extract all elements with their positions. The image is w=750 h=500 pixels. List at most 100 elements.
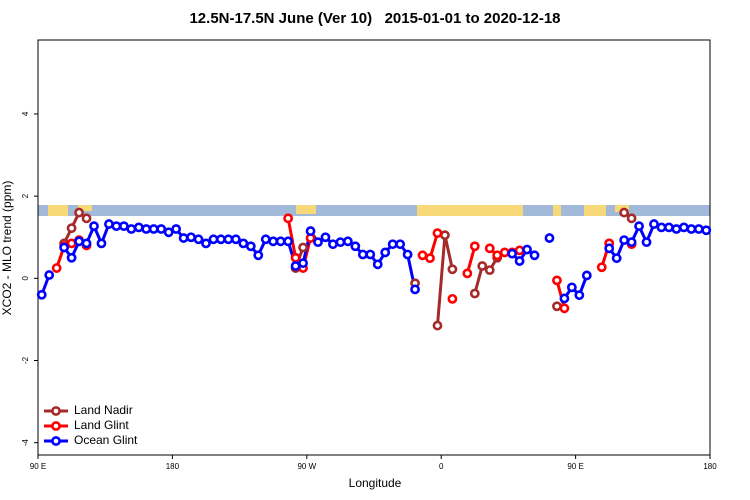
- y-tick-label: -4: [21, 439, 30, 447]
- data-point: [111, 221, 122, 232]
- data-point: [104, 219, 114, 229]
- data-point: [59, 242, 70, 253]
- data-point: [66, 252, 77, 263]
- data-point: [216, 234, 226, 245]
- x-tick-label: 180: [703, 462, 717, 471]
- data-point: [81, 238, 92, 249]
- data-point: [193, 234, 204, 245]
- data-point: [634, 221, 644, 232]
- data-point: [410, 284, 420, 295]
- data-point: [387, 239, 398, 250]
- data-point: [477, 261, 488, 271]
- x-tick-label: 90 E: [30, 462, 46, 471]
- data-point: [425, 253, 435, 264]
- data-point: [44, 270, 55, 280]
- x-tick-label: 180: [166, 462, 180, 471]
- data-point: [544, 233, 555, 243]
- data-point: [552, 275, 562, 286]
- data-point: [245, 241, 256, 252]
- data-point: [328, 239, 338, 250]
- land-patch: [553, 205, 561, 216]
- data-point: [529, 250, 540, 261]
- legend-swatch-point: [51, 436, 61, 446]
- data-point: [574, 290, 585, 301]
- data-point: [148, 224, 159, 234]
- land-patch: [48, 205, 68, 216]
- data-point: [156, 224, 167, 234]
- data-point: [141, 224, 152, 234]
- data-point: [126, 224, 137, 234]
- data-point: [469, 241, 480, 252]
- data-point: [350, 241, 361, 252]
- y-tick-label: 4: [21, 111, 30, 116]
- legend-label: Land Nadir: [74, 403, 133, 417]
- data-point: [656, 222, 667, 233]
- data-point: [133, 222, 144, 233]
- data-point: [447, 293, 458, 304]
- data-point: [514, 256, 525, 266]
- data-point: [290, 261, 301, 271]
- data-point: [66, 238, 77, 249]
- data-point: [522, 244, 532, 255]
- data-point: [484, 265, 495, 275]
- ocean-strip: [38, 205, 710, 216]
- data-point: [395, 239, 406, 250]
- x-tick-label: 90 W: [297, 462, 316, 471]
- data-point: [559, 293, 570, 304]
- data-point: [649, 219, 659, 229]
- data-point: [380, 247, 391, 258]
- data-point: [51, 263, 62, 273]
- data-point: [178, 233, 189, 243]
- data-point: [238, 238, 249, 249]
- data-point: [626, 213, 637, 224]
- data-point: [230, 234, 241, 245]
- data-point: [619, 207, 630, 218]
- data-point: [447, 264, 458, 275]
- land-patch: [417, 205, 523, 216]
- y-tick-label: 2: [21, 193, 30, 198]
- data-point: [283, 236, 294, 247]
- data-point: [402, 249, 413, 260]
- x-tick-label: 90 E: [567, 462, 583, 471]
- data-point: [678, 222, 689, 233]
- data-point: [313, 237, 323, 248]
- data-point: [298, 258, 308, 269]
- data-point: [208, 234, 219, 245]
- data-point: [335, 237, 346, 248]
- data-point: [440, 230, 450, 241]
- land-patch: [584, 205, 606, 216]
- data-point: [275, 236, 286, 247]
- data-point: [320, 232, 331, 243]
- data-point: [664, 222, 674, 233]
- data-point: [604, 243, 615, 254]
- data-point: [253, 250, 264, 261]
- land-patch: [78, 205, 92, 211]
- data-point: [118, 221, 129, 232]
- data-point: [223, 234, 234, 245]
- y-axis-label: XCO2 - MLO trend (ppm): [0, 181, 14, 316]
- data-point: [283, 213, 294, 224]
- data-point: [432, 320, 443, 331]
- data-point: [611, 253, 622, 264]
- x-axis-label: Longitude: [349, 476, 402, 490]
- data-point: [507, 248, 518, 259]
- data-point: [492, 250, 503, 261]
- data-point: [596, 262, 607, 273]
- y-tick-label: -2: [21, 356, 30, 364]
- legend-swatch-point: [51, 421, 61, 431]
- data-point: [163, 227, 174, 238]
- data-point: [432, 228, 443, 239]
- data-point: [74, 236, 84, 247]
- legend-swatch-point: [51, 406, 61, 416]
- data-point: [305, 226, 316, 236]
- chart-title: 12.5N-17.5N June (Ver 10) 2015-01-01 to …: [189, 10, 560, 27]
- data-point: [74, 207, 84, 218]
- data-point: [201, 238, 211, 249]
- data-point: [365, 249, 376, 260]
- data-point: [186, 232, 196, 243]
- data-point: [641, 237, 652, 248]
- data-point: [514, 245, 525, 256]
- data-point: [372, 259, 383, 270]
- data-point: [268, 236, 279, 247]
